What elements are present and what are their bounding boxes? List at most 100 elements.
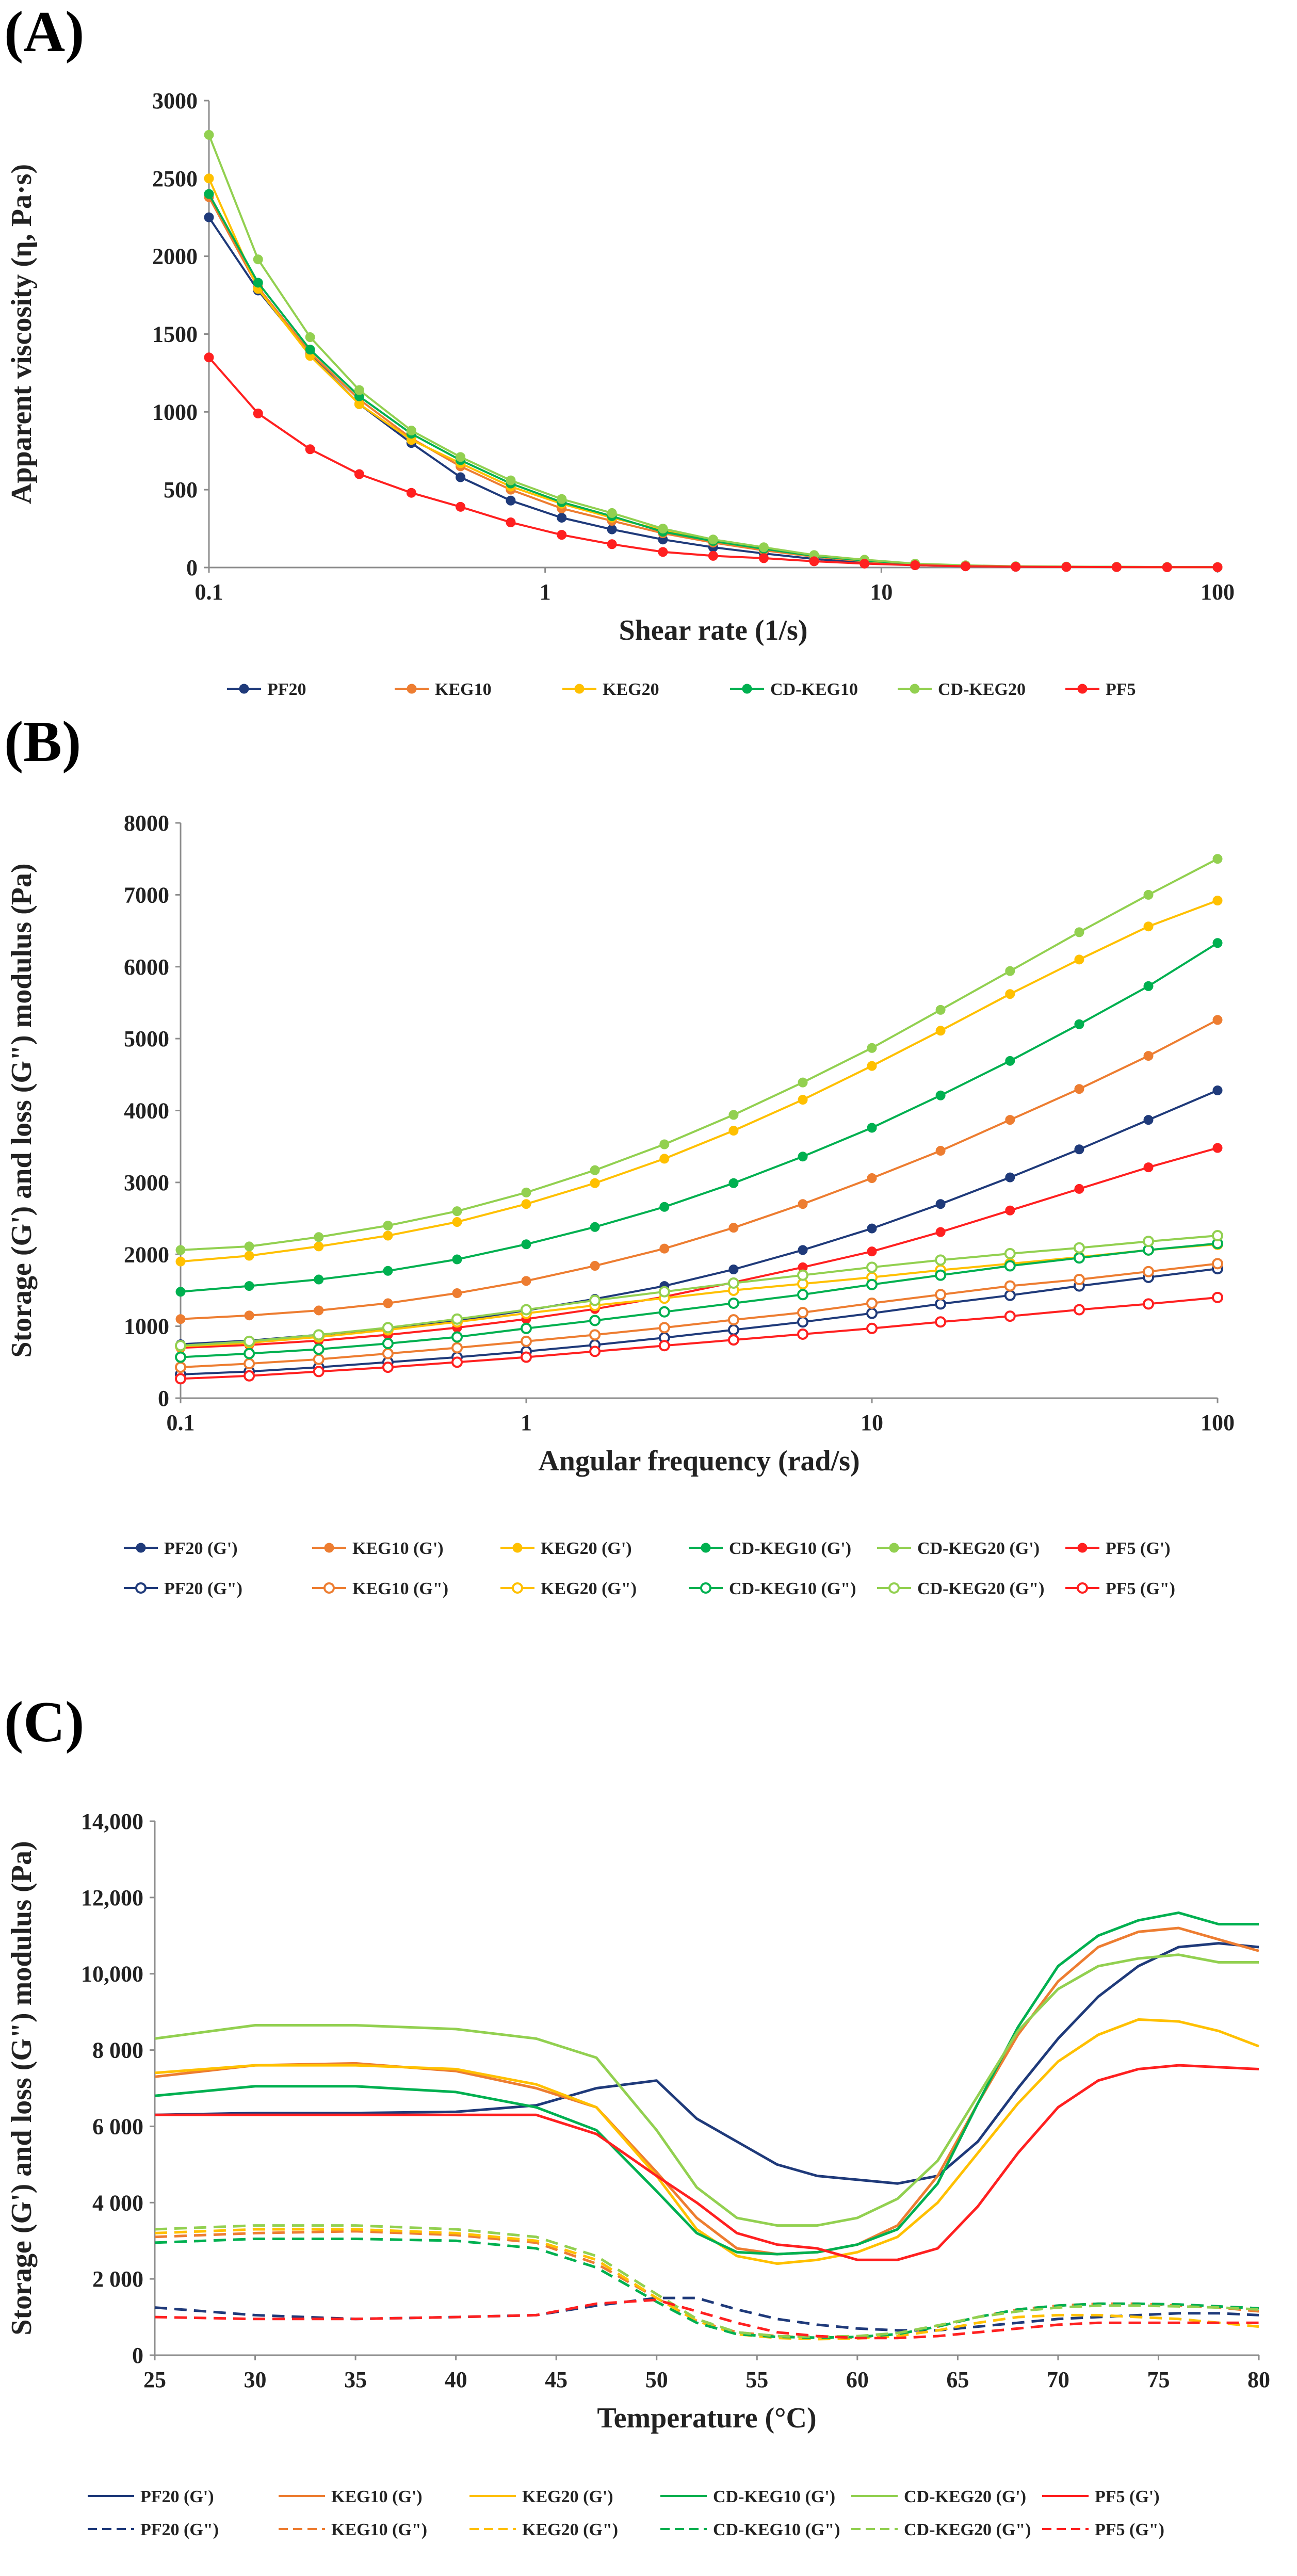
data-point <box>1061 562 1072 572</box>
data-point <box>1074 927 1084 937</box>
legend-label: CD-KEG20 (G") <box>904 2520 1031 2539</box>
data-point <box>798 1077 808 1088</box>
data-point <box>175 1245 186 1255</box>
data-point <box>1143 1162 1154 1173</box>
y-axis-title: Apparent viscosity (η, Pa·s) <box>6 164 38 504</box>
series-line <box>154 1911 1259 2256</box>
x-tick-label: 75 <box>1147 2367 1170 2392</box>
x-tick-label: 50 <box>645 2367 668 2392</box>
legend-item: CD-KEG10 (G') <box>689 1539 851 1558</box>
y-tick-label: 500 <box>164 477 198 503</box>
data-point <box>590 1165 600 1175</box>
data-point <box>798 1152 808 1162</box>
legend-item: KEG10 <box>395 680 492 699</box>
legend-item: PF5 (G") <box>1042 2520 1164 2539</box>
data-point <box>253 408 263 418</box>
data-point <box>860 558 870 569</box>
data-point <box>175 1373 186 1385</box>
data-point <box>866 1261 878 1273</box>
data-point <box>521 1351 532 1363</box>
legend-marker <box>701 1543 711 1553</box>
legend-marker <box>700 1582 711 1594</box>
data-point <box>935 1090 946 1100</box>
y-tick-label: 8000 <box>124 811 169 836</box>
legend-label: PF5 (G') <box>1106 1539 1171 1558</box>
y-tick-label: 10,000 <box>81 1962 143 1987</box>
data-point <box>521 1199 531 1209</box>
series-pf5-g <box>154 2298 1259 2340</box>
legend-label: CD-KEG20 (G") <box>917 1579 1044 1598</box>
data-point <box>935 1269 947 1281</box>
legend-item: PF20 (G') <box>124 1539 238 1558</box>
data-point <box>382 1322 394 1334</box>
y-tick-label: 2 000 <box>92 2266 143 2292</box>
data-point <box>659 1243 670 1254</box>
data-point <box>1074 1184 1084 1194</box>
data-point <box>406 426 416 436</box>
legend-label: PF20 (G") <box>140 2520 219 2539</box>
data-point <box>1073 1242 1085 1254</box>
data-point <box>451 1342 463 1354</box>
panel-c-label: (C) <box>4 1690 85 1754</box>
series-line <box>154 2238 1259 2339</box>
data-point <box>658 1306 670 1318</box>
series-pf5-g <box>175 1143 1223 1353</box>
series-keg10-g <box>175 1258 1223 1373</box>
data-point <box>1143 981 1154 991</box>
x-tick-label: 1 <box>521 1410 532 1435</box>
data-point <box>521 1187 531 1197</box>
data-point <box>935 1199 946 1209</box>
legend-marker <box>910 684 920 694</box>
x-tick-label: 45 <box>545 2367 568 2392</box>
data-point <box>456 472 466 482</box>
series-line <box>180 899 1218 1263</box>
data-point <box>1005 1056 1015 1066</box>
data-point <box>244 1370 255 1382</box>
data-point <box>935 1316 947 1328</box>
series-pf20-g <box>154 1942 1259 2185</box>
y-tick-label: 0 <box>132 2343 143 2368</box>
data-point <box>244 1281 254 1291</box>
x-tick-label: 65 <box>946 2367 969 2392</box>
x-tick-label: 55 <box>745 2367 768 2392</box>
data-point <box>456 452 466 462</box>
data-point <box>1143 1115 1154 1125</box>
legend: PF20 (G') KEG10 (G') KEG20 (G') CD-KEG10 (G… <box>124 1539 1175 1598</box>
data-point <box>557 530 567 540</box>
legend-item: CD-KEG10 (G") <box>660 2520 840 2539</box>
series-line <box>180 1235 1218 1347</box>
y-tick-label: 4000 <box>124 1098 169 1124</box>
legend-label: PF20 (G') <box>140 2487 214 2506</box>
data-point <box>935 1146 946 1156</box>
series-line <box>180 1019 1218 1320</box>
legend-label: KEG20 (G') <box>522 2487 613 2506</box>
y-tick-label: 4 000 <box>92 2190 143 2215</box>
y-tick-label: 7000 <box>124 882 169 908</box>
legend: PF20 KEG10 KEG20 CD-KEG10 CD-KEG20 PF5 <box>227 680 1136 699</box>
data-point <box>314 1305 324 1316</box>
legend-label: CD-KEG10 (G') <box>729 1539 851 1558</box>
data-point <box>758 542 769 553</box>
series-line <box>180 1268 1218 1375</box>
data-point <box>867 1223 877 1234</box>
series-line <box>180 1242 1218 1358</box>
data-point <box>253 278 263 288</box>
legend-label: KEG20 (G') <box>541 1539 632 1558</box>
data-point <box>1073 1274 1085 1286</box>
y-tick-label: 12,000 <box>81 1885 143 1910</box>
data-point <box>590 1261 600 1271</box>
legend-label: KEG20 <box>603 680 659 699</box>
legend-label: CD-KEG10 <box>770 680 858 699</box>
data-point <box>1005 966 1015 976</box>
series-line <box>180 942 1219 1293</box>
legend-item: KEG10 (G') <box>279 2487 423 2506</box>
data-point <box>1074 1084 1084 1094</box>
y-axis-title: Storage (G') and loss (G") modulus (Pa) <box>6 1841 38 2335</box>
y-tick-label: 3000 <box>152 88 198 114</box>
legend-marker <box>136 1543 146 1553</box>
data-point <box>452 1217 462 1227</box>
legend-marker <box>742 684 752 694</box>
legend-label: KEG10 (G') <box>331 2487 423 2506</box>
series-pf5-g <box>175 1291 1223 1385</box>
data-point <box>797 1307 809 1319</box>
